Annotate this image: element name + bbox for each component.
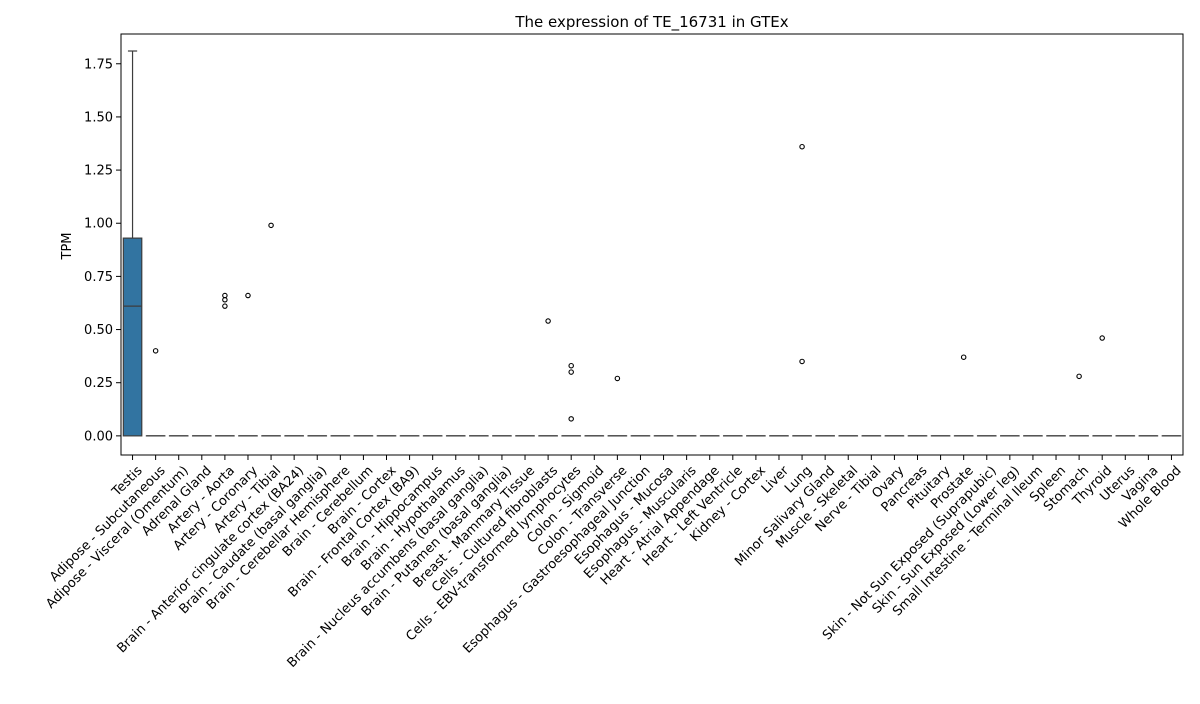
box (123, 238, 141, 436)
y-tick-label: 1.50 (84, 110, 113, 125)
outlier-point (800, 359, 804, 363)
y-tick-label: 0.75 (84, 270, 113, 285)
outlier-point (569, 370, 573, 374)
y-tick-label: 1.75 (84, 57, 113, 72)
outlier-point (569, 363, 573, 367)
y-tick-label: 0.25 (84, 376, 113, 391)
outlier-point (246, 293, 250, 297)
chart-title: The expression of TE_16731 in GTEx (514, 13, 788, 32)
y-tick-label: 1.00 (84, 217, 113, 232)
plot-area: 0.000.250.500.751.001.251.501.75TestisAd… (43, 34, 1184, 671)
y-tick-label: 0.00 (84, 429, 113, 444)
plot-frame (121, 34, 1183, 455)
outlier-point (223, 304, 227, 308)
outlier-point (1100, 336, 1104, 340)
outlier-point (800, 144, 804, 148)
outlier-point (1077, 374, 1081, 378)
outlier-point (153, 349, 157, 353)
outlier-point (546, 319, 550, 323)
outlier-point (569, 417, 573, 421)
outlier-point (269, 223, 273, 227)
y-tick-label: 0.50 (84, 323, 113, 338)
outlier-point (615, 376, 619, 380)
y-axis-label: TPM (60, 233, 75, 261)
y-tick-label: 1.25 (84, 164, 113, 179)
outlier-point (961, 355, 965, 359)
